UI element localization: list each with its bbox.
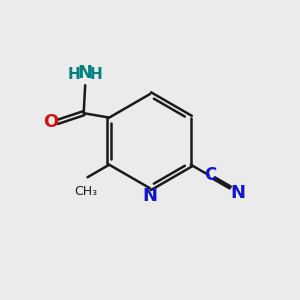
Text: N: N <box>142 187 158 205</box>
Text: H: H <box>68 67 80 82</box>
Text: C: C <box>204 166 217 184</box>
Text: N: N <box>230 184 245 202</box>
Text: CH₃: CH₃ <box>74 185 98 198</box>
Text: H: H <box>90 67 103 82</box>
Text: N: N <box>78 64 93 82</box>
Text: O: O <box>43 113 58 131</box>
